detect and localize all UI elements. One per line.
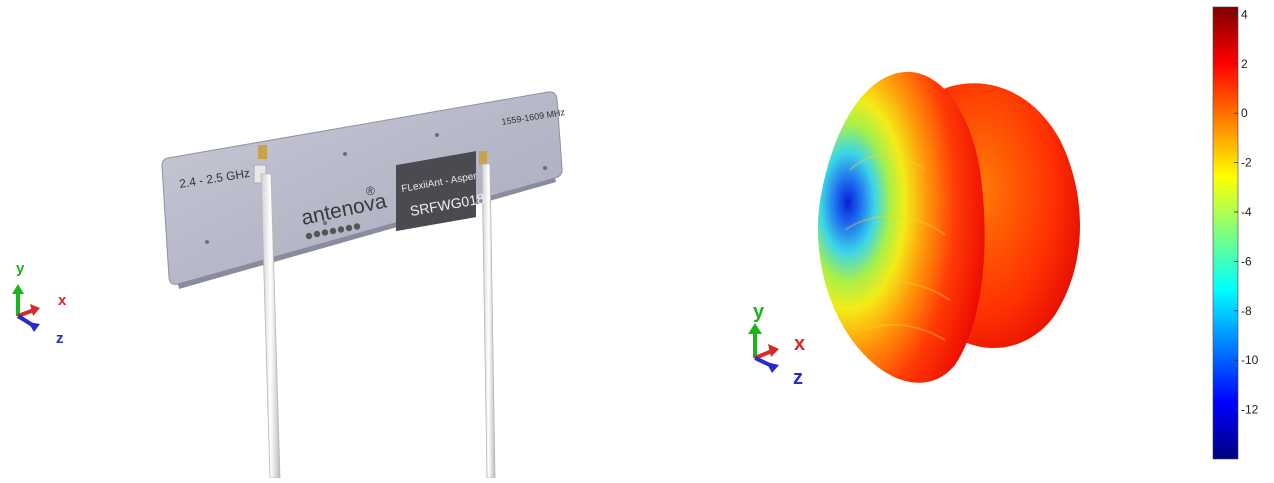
radiation-pattern-view: y x z 4 2 0 -2 -4 -6 -8 -10 -12 — [700, 0, 1274, 478]
connector-right — [479, 151, 487, 165]
triad-y-label: y — [16, 260, 25, 277]
brand-logo-dots — [305, 223, 361, 240]
colorbar-tick-label: -12 — [1241, 403, 1259, 417]
colorbar-ticks: 4 2 0 -2 -4 -6 -8 -10 -12 — [1234, 7, 1259, 417]
triad-z-label: z — [56, 330, 64, 347]
triad-z-label-right: z — [793, 367, 803, 389]
pattern-main-lobe — [817, 71, 985, 383]
label-sticker — [396, 151, 476, 232]
brand-registered-mark: ® — [366, 184, 375, 198]
colorbar-tick-label: -2 — [1241, 156, 1252, 170]
antenna-render: 2.4 - 2.5 GHz 1559-1609 MHz antenova ® F… — [12, 91, 566, 479]
axis-triad-right: y x z — [748, 301, 805, 389]
colorbar-tick-label: -4 — [1241, 205, 1252, 219]
colorbar-tick-label: 4 — [1241, 7, 1248, 21]
radiation-pattern-3d: y x z — [748, 71, 1080, 389]
colorbar-tick-label: 2 — [1241, 57, 1248, 71]
pattern-surface-ripples — [844, 154, 951, 341]
colorbar: 4 2 0 -2 -4 -6 -8 -10 -12 — [1212, 6, 1259, 460]
colorbar-tick-label: -6 — [1241, 254, 1252, 268]
mounting-holes — [205, 133, 547, 244]
colorbar-tick-label: -10 — [1241, 353, 1259, 367]
triad-x-label: x — [58, 292, 67, 309]
colorbar-tick-label: -8 — [1241, 304, 1252, 318]
connector-left — [258, 145, 267, 159]
antenna-render-view: 2.4 - 2.5 GHz 1559-1609 MHz antenova ® F… — [12, 91, 566, 479]
colorbar-gradient — [1212, 6, 1239, 460]
axis-triad-left: y x z — [12, 260, 67, 347]
cable-right — [481, 163, 496, 479]
triad-x-label-right: x — [794, 333, 805, 355]
colorbar-tick-label: 0 — [1241, 106, 1248, 120]
triad-y-label-right: y — [753, 301, 765, 323]
